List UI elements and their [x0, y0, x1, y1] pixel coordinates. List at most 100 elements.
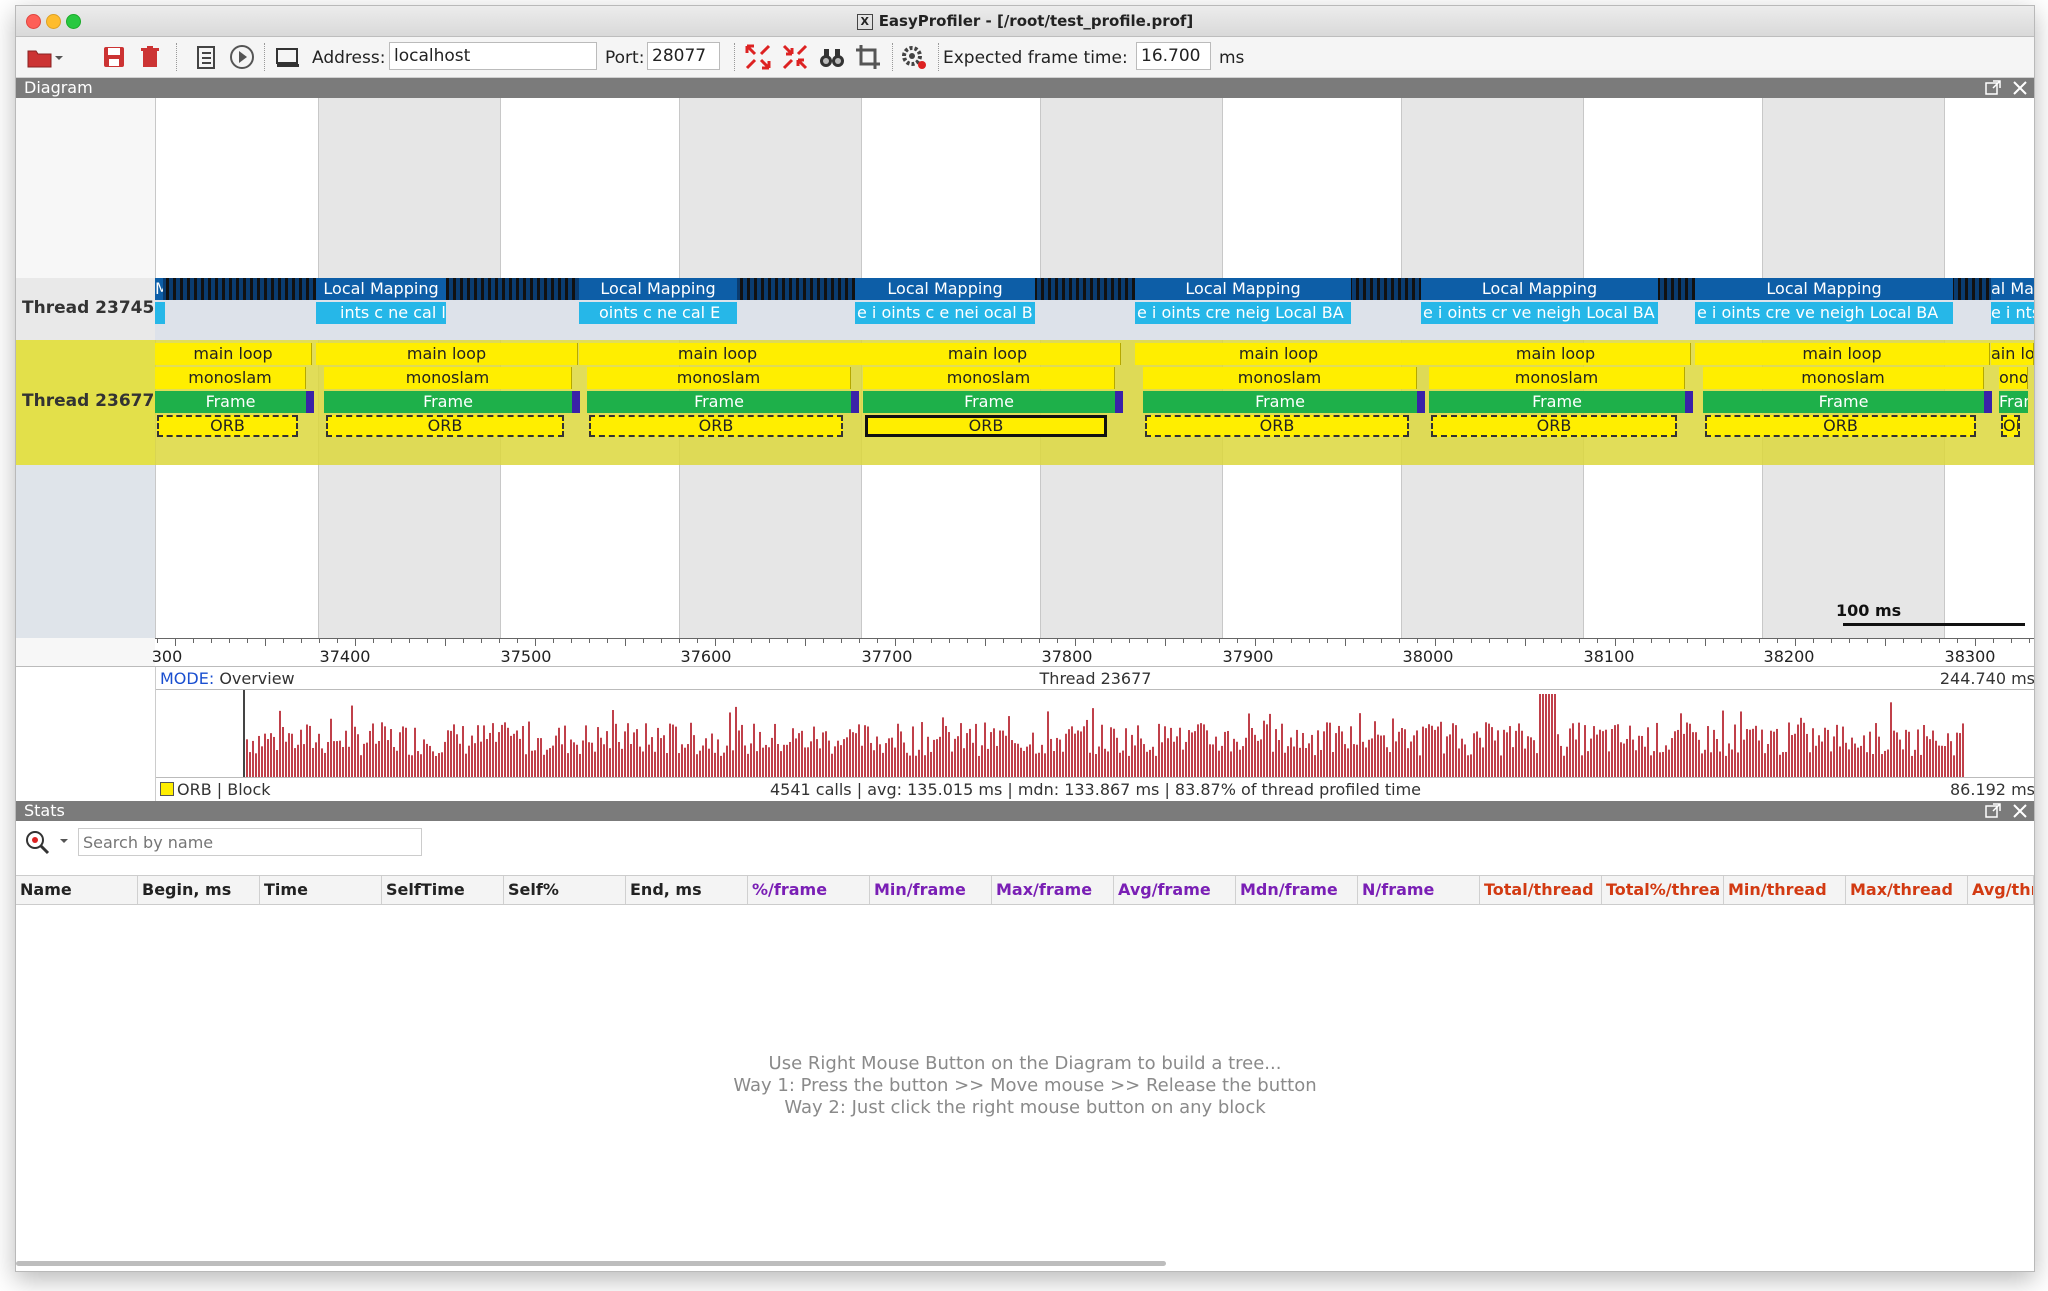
frame-block[interactable]: Frame: [155, 391, 306, 413]
crop-icon[interactable]: [854, 43, 882, 71]
orb-block[interactable]: ORB: [865, 415, 1107, 437]
monoslam-block[interactable]: monoslam: [1703, 367, 1984, 389]
local-mapping-block[interactable]: Local Mapping: [855, 278, 1035, 300]
local-mapping-sub-block[interactable]: e i oints cr ve neigh Local BA: [1421, 302, 1658, 324]
column-header[interactable]: Time: [260, 876, 382, 904]
dropdown-arrow-icon[interactable]: [52, 43, 66, 71]
connect-icon[interactable]: [274, 43, 302, 71]
delete-icon[interactable]: [136, 43, 164, 71]
frame-end-marker[interactable]: [851, 391, 859, 413]
collapse-all-icon[interactable]: [781, 43, 809, 71]
local-mapping-sub-block[interactable]: e i oints cre ve neigh Local BA: [1695, 302, 1953, 324]
overview-cursor[interactable]: [243, 690, 245, 778]
frame-block[interactable]: Fram: [1999, 391, 2028, 413]
close-panel-icon[interactable]: [2012, 803, 2028, 819]
orb-block[interactable]: ORB: [326, 415, 564, 437]
column-header[interactable]: %/frame: [748, 876, 870, 904]
frame-end-marker[interactable]: [1115, 391, 1123, 413]
open-folder-icon[interactable]: [26, 43, 54, 71]
monoslam-block[interactable]: monoslam: [155, 367, 306, 389]
frame-block[interactable]: Frame: [587, 391, 851, 413]
local-mapping-block[interactable]: Local Mapping: [1695, 278, 1953, 300]
column-header[interactable]: Self%: [504, 876, 626, 904]
main-loop-block[interactable]: main loop: [1695, 343, 1990, 365]
port-input[interactable]: 28077: [647, 42, 720, 70]
column-header[interactable]: Min/thread: [1724, 876, 1846, 904]
column-header[interactable]: N/frame: [1358, 876, 1480, 904]
undock-icon[interactable]: [1985, 803, 2001, 819]
monoslam-block[interactable]: monoslam: [1429, 367, 1685, 389]
main-loop-block[interactable]: main loop: [1135, 343, 1423, 365]
column-header[interactable]: Total/thread: [1480, 876, 1602, 904]
frame-end-marker[interactable]: [1685, 391, 1693, 413]
local-mapping-block[interactable]: Local Mapping: [316, 278, 446, 300]
search-input[interactable]: [78, 828, 422, 856]
local-mapping-sub-block[interactable]: oints c ne cal E: [579, 302, 737, 324]
frame-block[interactable]: Frame: [863, 391, 1115, 413]
frame-block[interactable]: Frame: [1429, 391, 1685, 413]
thread-label-23745[interactable]: Thread 23745: [22, 298, 155, 318]
undock-icon[interactable]: [1985, 80, 2001, 96]
overview-panel[interactable]: MODE: Overview Thread 23677 244.740 ms O…: [16, 666, 2034, 802]
minimize-window-button[interactable]: [46, 14, 61, 29]
frame-time-input[interactable]: 16.700: [1136, 42, 1211, 70]
chevron-down-icon[interactable]: [58, 835, 70, 847]
diagram-area[interactable]: Thread 23745 Thread 23677 M Local Mappin…: [16, 98, 2034, 667]
monoslam-block[interactable]: monoslam: [587, 367, 851, 389]
local-mapping-sub-block[interactable]: ints c ne cal l: [316, 302, 446, 324]
main-loop-block[interactable]: main loop: [855, 343, 1121, 365]
list-icon[interactable]: [192, 43, 220, 71]
expand-all-icon[interactable]: [744, 43, 772, 71]
monoslam-block[interactable]: monoslam: [324, 367, 572, 389]
play-icon[interactable]: [228, 43, 256, 71]
address-input[interactable]: localhost: [389, 42, 597, 70]
orb-block[interactable]: ORB: [1145, 415, 1409, 437]
search-options-icon[interactable]: [24, 829, 50, 855]
horizontal-scrollbar[interactable]: [16, 1261, 1166, 1266]
overview-graph[interactable]: MODE: Overview Thread 23677 244.740 ms O…: [155, 667, 2034, 802]
local-mapping-block[interactable]: Local Mapping: [579, 278, 737, 300]
local-mapping-sub-block[interactable]: e i oints c e nei ocal B: [855, 302, 1035, 324]
monoslam-block[interactable]: monoslam: [1143, 367, 1417, 389]
frame-block[interactable]: Frame: [1143, 391, 1417, 413]
local-mapping-block[interactable]: Local Mapping: [1135, 278, 1351, 300]
frame-end-marker[interactable]: [1417, 391, 1425, 413]
main-loop-block[interactable]: main loop: [316, 343, 578, 365]
column-header[interactable]: Min/frame: [870, 876, 992, 904]
column-header[interactable]: Total%/threa: [1602, 876, 1724, 904]
column-header[interactable]: Max/thread: [1846, 876, 1968, 904]
close-panel-icon[interactable]: [2012, 80, 2028, 96]
orb-block[interactable]: ORB: [1431, 415, 1677, 437]
column-header[interactable]: Begin, ms: [138, 876, 260, 904]
local-mapping-sub-block[interactable]: [155, 302, 165, 324]
local-mapping-sub-block[interactable]: e i oints cre neig Local BA: [1135, 302, 1351, 324]
frame-end-marker[interactable]: [306, 391, 314, 413]
column-header[interactable]: SelfTime: [382, 876, 504, 904]
column-header[interactable]: Avg/thr: [1968, 876, 2034, 904]
column-header[interactable]: End, ms: [626, 876, 748, 904]
column-header[interactable]: Mdn/frame: [1236, 876, 1358, 904]
local-mapping-block[interactable]: M: [155, 278, 163, 300]
orb-block[interactable]: ORB: [1705, 415, 1976, 437]
binoculars-icon[interactable]: [818, 43, 846, 71]
mode-indicator[interactable]: MODE: Overview: [160, 669, 295, 688]
frame-end-marker[interactable]: [1984, 391, 1992, 413]
zoom-window-button[interactable]: [66, 14, 81, 29]
orb-block[interactable]: ORB: [157, 415, 298, 437]
column-header[interactable]: Name: [16, 876, 138, 904]
column-header[interactable]: Max/frame: [992, 876, 1114, 904]
main-loop-block[interactable]: main loop: [1421, 343, 1691, 365]
orb-block[interactable]: ORB: [2001, 415, 2020, 437]
thread-label-23677[interactable]: Thread 23677: [22, 391, 155, 411]
column-header[interactable]: Avg/frame: [1114, 876, 1236, 904]
frame-block[interactable]: Frame: [324, 391, 572, 413]
save-icon[interactable]: [100, 43, 128, 71]
frame-block[interactable]: Frame: [1703, 391, 1984, 413]
settings-icon[interactable]: [900, 43, 928, 71]
monoslam-block[interactable]: monoslam: [863, 367, 1115, 389]
local-mapping-sub-block[interactable]: e i nts: [1991, 302, 2034, 324]
local-mapping-block[interactable]: Local Mapping: [1421, 278, 1658, 300]
monoslam-block[interactable]: onosl: [1999, 367, 2028, 389]
orb-block[interactable]: ORB: [589, 415, 843, 437]
main-loop-block[interactable]: ain loo: [1991, 343, 2034, 365]
